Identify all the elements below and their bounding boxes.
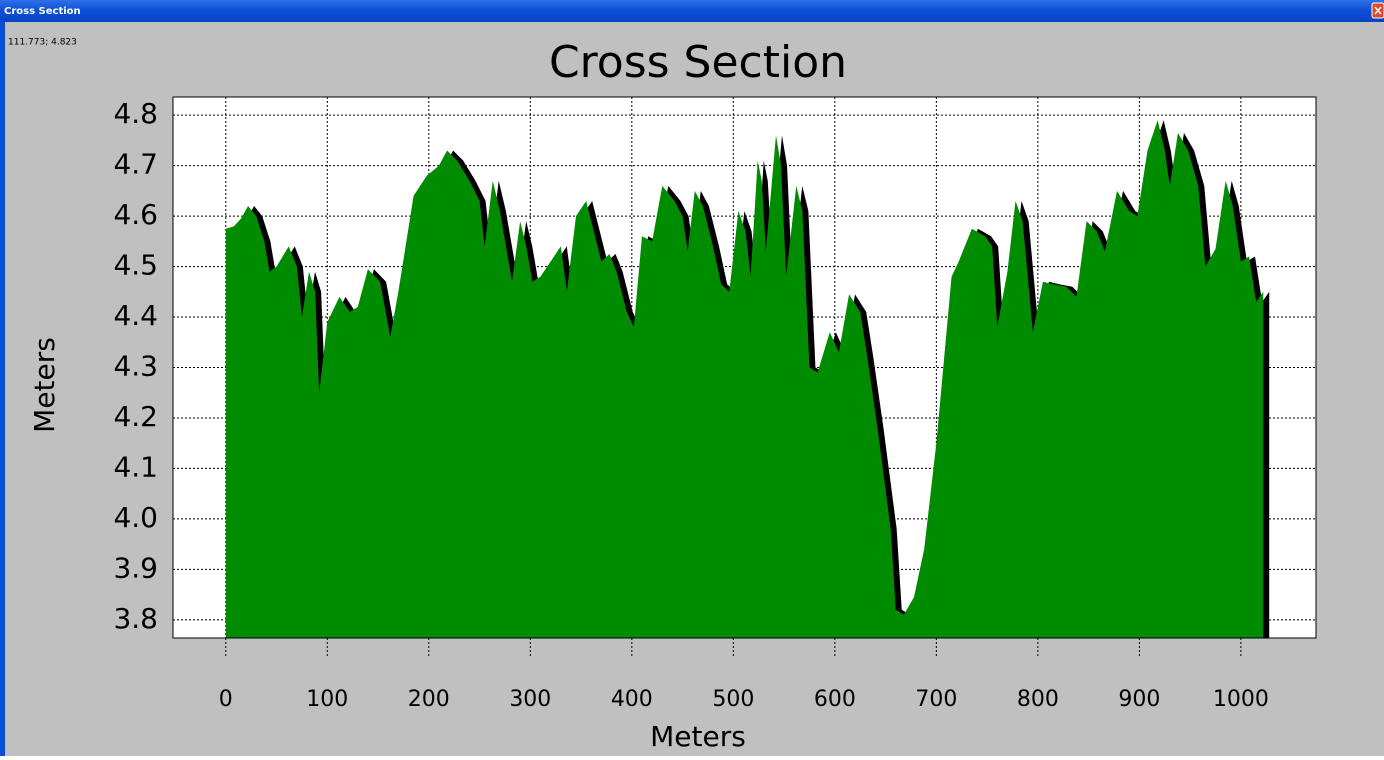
y-tick-label: 4.8 [113,97,158,130]
x-tick-label: 700 [915,687,957,712]
plot-border [172,96,1317,639]
y-tick-label: 4.7 [113,148,158,181]
x-tick-label: 1000 [1213,687,1269,712]
y-tick-label: 4.3 [113,350,158,383]
y-tick-label: 4.4 [113,299,158,332]
x-axis-label: Meters [650,720,746,753]
x-tick-label: 0 [219,687,233,712]
chart-title: Cross Section [549,37,847,88]
y-tick-label: 3.8 [113,602,158,635]
title-bar [0,0,1384,22]
y-tick-label: 3.9 [113,551,158,584]
x-tick-label: 100 [306,687,348,712]
area [225,120,1264,639]
x-tick-label: 900 [1118,687,1160,712]
x-tick-label: 800 [1017,687,1059,712]
y-tick-label: 4.5 [113,249,158,282]
y-tick-label: 4.2 [113,400,158,433]
window-title: Cross Section [4,6,81,17]
x-tick-label: 400 [611,687,653,712]
x-tick-label: 300 [509,687,551,712]
cursor-readout: 111.773; 4.823 [8,38,77,48]
close-icon [1374,6,1382,15]
x-tick-label: 500 [712,687,754,712]
y-axis-label: Meters [28,337,61,433]
x-tick-label: 200 [408,687,450,712]
x-tick-label: 600 [814,687,856,712]
y-tick-label: 4.1 [113,450,158,483]
y-tick-label: 4.0 [113,501,158,534]
y-tick-label: 4.6 [113,198,158,231]
